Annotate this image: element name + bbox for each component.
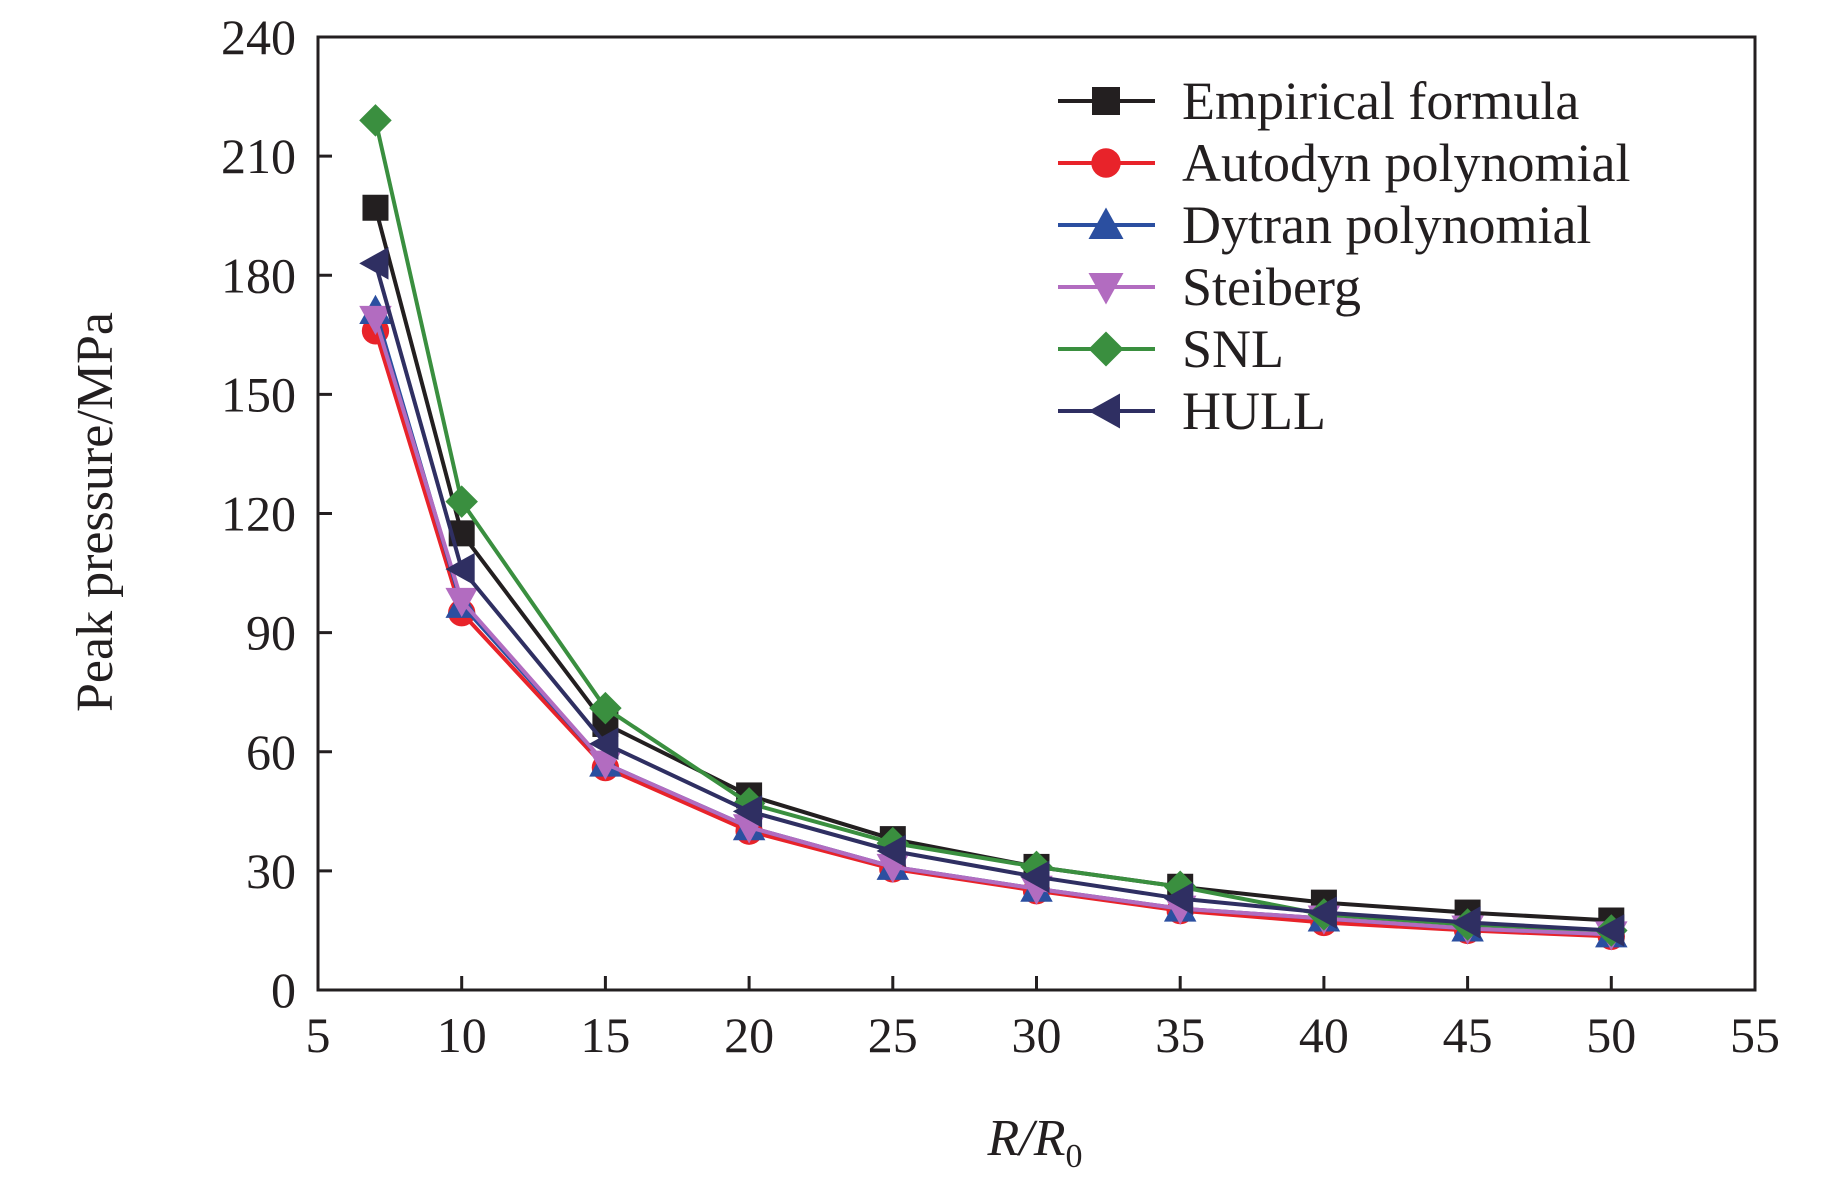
y-tick-label-240: 240 — [221, 9, 296, 65]
legend-label-1: Autodyn polynomial — [1182, 133, 1630, 193]
legend-label-2: Dytran polynomial — [1182, 195, 1591, 255]
series-line-1 — [373, 330, 1612, 939]
legend-entry-3: Steiberg — [1058, 257, 1361, 317]
legend-marker-1 — [1091, 148, 1121, 178]
series-5 — [359, 247, 1625, 947]
y-tick-label-210: 210 — [221, 128, 296, 184]
x-tick-label-50: 50 — [1586, 1007, 1636, 1063]
y-axis-title: Peak pressure/MPa — [67, 312, 124, 712]
x-axis-title: R/R0 — [987, 1110, 1083, 1175]
legend-marker-5 — [1088, 393, 1120, 429]
legend-label-3: Steiberg — [1182, 257, 1361, 317]
data-point-5-1 — [445, 552, 475, 586]
series-line-2 — [373, 310, 1612, 937]
data-point-5-8 — [1451, 906, 1481, 939]
x-tick-label-5: 5 — [306, 1007, 331, 1063]
x-tick-label-45: 45 — [1443, 1007, 1493, 1063]
legend-marker-3 — [1088, 273, 1124, 305]
x-tick-label-25: 25 — [868, 1007, 918, 1063]
legend-label-5: HULL — [1182, 381, 1326, 441]
data-point-3-2 — [589, 750, 622, 780]
legend-marker-2 — [1088, 207, 1124, 239]
legend-marker-0 — [1092, 87, 1120, 115]
x-tick-label-40: 40 — [1299, 1007, 1349, 1063]
x-tick-label-55: 55 — [1730, 1007, 1780, 1063]
y-tick-label-180: 180 — [221, 247, 296, 303]
data-point-4-2 — [589, 691, 622, 725]
data-point-0-0 — [362, 194, 389, 221]
legend-entry-5: HULL — [1058, 381, 1326, 441]
data-point-5-9 — [1595, 914, 1625, 947]
x-tick-label-10: 10 — [437, 1007, 487, 1063]
data-point-5-4 — [876, 834, 906, 868]
data-point-5-5 — [1020, 860, 1050, 894]
y-tick-label-90: 90 — [246, 605, 296, 661]
data-point-3-1 — [445, 587, 478, 618]
legend-entry-0: Empirical formula — [1058, 71, 1579, 131]
x-tick-label-20: 20 — [724, 1007, 774, 1063]
data-point-5-2 — [589, 727, 619, 761]
data-point-5-6 — [1163, 882, 1194, 915]
series-line-0 — [373, 207, 1612, 923]
y-tick-label-120: 120 — [221, 486, 296, 542]
data-point-5-3 — [732, 795, 763, 828]
y-tick-label-30: 30 — [246, 843, 296, 899]
legend-entry-1: Autodyn polynomial — [1058, 133, 1630, 193]
data-point-5-7 — [1307, 896, 1337, 929]
series-line-5 — [373, 262, 1612, 933]
legend-label-4: SNL — [1182, 319, 1284, 379]
data-point-4-1 — [445, 485, 478, 518]
x-tick-label-30: 30 — [1012, 1007, 1062, 1063]
x-tick-label-15: 15 — [580, 1007, 630, 1063]
legend-label-0: Empirical formula — [1182, 71, 1579, 131]
series-0 — [362, 194, 1625, 934]
legend-entry-2: Dytran polynomial — [1058, 195, 1591, 255]
data-point-5-0 — [359, 247, 389, 280]
data-point-4-0 — [359, 104, 392, 137]
series-line-3 — [373, 318, 1612, 937]
legend-entry-4: SNL — [1058, 319, 1284, 379]
y-tick-label-0: 0 — [271, 962, 296, 1018]
series-2 — [359, 294, 1628, 948]
x-tick-label-35: 35 — [1155, 1007, 1205, 1063]
data-point-3-0 — [359, 305, 392, 336]
y-tick-label-150: 150 — [221, 366, 296, 422]
y-tick-label-60: 60 — [246, 724, 296, 780]
legend-marker-4 — [1088, 331, 1124, 367]
